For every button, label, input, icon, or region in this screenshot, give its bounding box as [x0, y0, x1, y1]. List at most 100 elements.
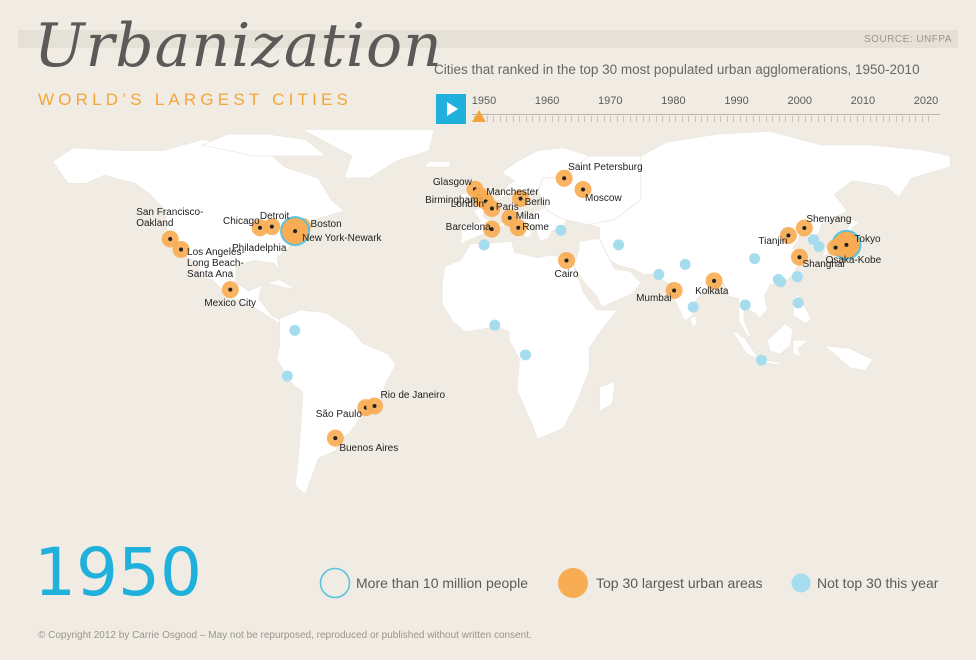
- timeline-year-2010[interactable]: 2010: [850, 95, 876, 107]
- not-top-30-city-marker[interactable]: [289, 324, 301, 336]
- city-marker[interactable]: [827, 239, 845, 257]
- city-marker[interactable]: [512, 190, 530, 208]
- city-marker[interactable]: [557, 252, 575, 269]
- city-center-dot: [257, 225, 262, 230]
- timeline-year-1970[interactable]: 1970: [598, 95, 623, 107]
- city-marker[interactable]: [779, 226, 797, 244]
- timeline-minor-tick: [850, 116, 852, 122]
- city-center-dot: [269, 224, 274, 229]
- timeline-minor-tick: [720, 116, 722, 122]
- city-marker[interactable]: [795, 219, 813, 237]
- timeline-minor-tick: [882, 116, 884, 122]
- timeline-minor-tick: [655, 116, 657, 122]
- timeline-year-1950[interactable]: 1950: [471, 95, 497, 107]
- city-marker[interactable]: [263, 218, 281, 236]
- timeline-year-2020[interactable]: 2020: [913, 95, 939, 107]
- timeline-track[interactable]: [472, 114, 940, 115]
- play-icon: [447, 102, 458, 116]
- not-top-30-city-marker[interactable]: [739, 299, 751, 311]
- city-center-dot: [712, 278, 717, 283]
- city-label: Milan: [515, 210, 540, 222]
- timeline-minor-tick: [921, 116, 923, 122]
- timeline-minor-tick: [590, 116, 592, 122]
- timeline-handle[interactable]: [472, 110, 486, 122]
- timeline-year-1960[interactable]: 1960: [534, 95, 560, 107]
- legend-label: More than 10 million people: [356, 575, 528, 591]
- city-label: Rome: [522, 221, 549, 233]
- city-center-dot: [786, 233, 791, 238]
- not-top-30-city-marker[interactable]: [519, 349, 531, 361]
- timeline-minor-tick: [564, 116, 566, 122]
- timeline-minor-tick: [603, 116, 605, 122]
- timeline-year-1990[interactable]: 1990: [724, 95, 749, 107]
- timeline-minor-tick: [902, 116, 904, 122]
- timeline-minor-tick: [876, 116, 878, 122]
- timeline-minor-tick: [869, 116, 871, 122]
- city-marker[interactable]: [483, 200, 501, 218]
- not-top-30-city-marker[interactable]: [813, 240, 825, 252]
- not-top-30-city-marker[interactable]: [791, 271, 803, 283]
- page-title: Urbanization: [34, 11, 443, 81]
- timeline-minor-tick: [746, 116, 748, 122]
- world-map: San Francisco- Oakland Los Angeles- Long Be…: [0, 114, 976, 560]
- legend-label: Top 30 largest urban areas: [596, 575, 763, 591]
- city-marker[interactable]: [509, 219, 527, 237]
- city-label: Mumbai: [636, 293, 672, 305]
- timeline-year-2000[interactable]: 2000: [787, 95, 812, 107]
- not-top-30-city-marker[interactable]: [756, 354, 768, 366]
- timeline-minor-tick: [623, 116, 625, 122]
- city-marker[interactable]: [366, 397, 384, 415]
- timeline-minor-tick: [493, 116, 495, 122]
- not-top-30-city-marker[interactable]: [775, 276, 787, 288]
- land-shape: [265, 279, 296, 289]
- land-masses: [51, 114, 951, 495]
- not-top-30-city-marker[interactable]: [749, 253, 761, 265]
- not-top-30-city-marker[interactable]: [555, 224, 567, 236]
- play-button[interactable]: [436, 94, 466, 124]
- city-center-dot: [489, 227, 494, 232]
- timeline-minor-tick: [532, 116, 534, 122]
- not-top-30-city-marker[interactable]: [792, 297, 804, 309]
- timeline-minor-tick: [512, 116, 514, 122]
- city-marker[interactable]: [790, 248, 808, 266]
- not-top-30-city-marker[interactable]: [489, 319, 501, 331]
- city-marker[interactable]: [705, 272, 723, 290]
- city-marker[interactable]: [555, 169, 573, 187]
- timeline-minor-tick: [642, 116, 644, 122]
- timeline-minor-tick: [908, 116, 910, 122]
- city-center-dot: [293, 229, 298, 234]
- city-center-dot: [372, 403, 377, 408]
- not-top-30-city-marker[interactable]: [478, 239, 490, 251]
- city-label: Mexico City: [204, 297, 256, 309]
- city-marker[interactable]: [483, 220, 501, 238]
- timeline[interactable]: 1950 1960 1970 1980 1990 2000 2010 2020: [436, 94, 940, 126]
- land-shape: [599, 380, 616, 413]
- not-top-30-city-marker[interactable]: [281, 370, 293, 382]
- outline-circle-icon: [319, 567, 351, 599]
- city-center-dot: [844, 242, 849, 247]
- city-label: New York-Newark: [302, 233, 382, 245]
- source-credit: SOURCE: UNFPA: [864, 34, 952, 45]
- city-marker[interactable]: [665, 281, 683, 299]
- city-marker[interactable]: [280, 216, 311, 247]
- city-marker[interactable]: [172, 241, 190, 258]
- land-shape: [200, 133, 328, 157]
- city-marker[interactable]: [326, 429, 344, 447]
- not-top-30-city-marker[interactable]: [613, 239, 625, 251]
- current-year: 1950: [34, 534, 202, 611]
- timeline-year-1980[interactable]: 1980: [661, 95, 686, 107]
- map-description: Cities that ranked in the top 30 most po…: [434, 62, 920, 77]
- city-center-dot: [802, 226, 807, 231]
- city-marker[interactable]: [574, 181, 592, 199]
- blue-circle-icon: [791, 573, 811, 593]
- city-marker[interactable]: [161, 230, 179, 248]
- not-top-30-city-marker[interactable]: [653, 269, 665, 281]
- map-canvas: [51, 114, 951, 495]
- not-top-30-city-marker[interactable]: [679, 258, 691, 270]
- timeline-minor-tick: [830, 116, 832, 122]
- not-top-30-city-marker[interactable]: [687, 301, 699, 313]
- city-marker[interactable]: [221, 281, 239, 299]
- city-label: Paris: [495, 201, 519, 213]
- timeline-minor-tick: [662, 116, 664, 122]
- timeline-minor-tick: [752, 116, 754, 122]
